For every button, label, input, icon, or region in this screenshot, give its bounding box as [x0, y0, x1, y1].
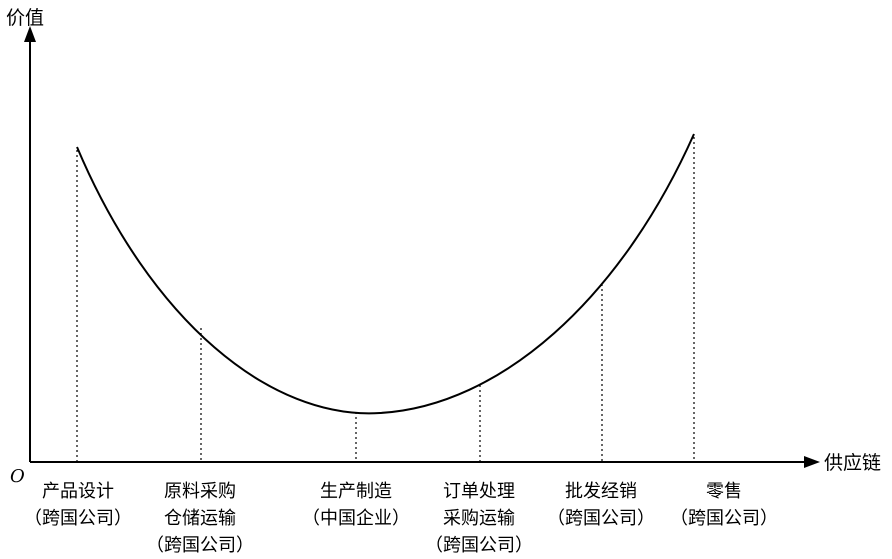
- stage-4-line-2: 采购运输: [443, 508, 515, 529]
- y-axis-arrow: [24, 26, 36, 42]
- stage-2-line-1: 原料采购: [164, 481, 236, 502]
- x-axis-arrow: [804, 456, 820, 468]
- stage-1-line-2: （跨国公司）: [24, 508, 132, 529]
- stage-3-line-1: 生产制造: [320, 481, 392, 502]
- stage-5-line-2: （跨国公司）: [547, 508, 655, 529]
- drop-lines: [76, 137, 695, 461]
- stage-1-line-1: 产品设计: [42, 481, 114, 502]
- stage-4-line-1: 订单处理: [443, 481, 515, 502]
- stage-5-line-1: 批发经销: [565, 481, 637, 502]
- smile-curve: [76, 133, 695, 415]
- x-axis-label: 供应链: [824, 452, 881, 474]
- stage-2-line-3: （跨国公司）: [146, 535, 254, 556]
- stage-6-line-2: （跨国公司）: [670, 508, 778, 529]
- origin-label: O: [10, 466, 25, 487]
- stage-4-line-3: （跨国公司）: [425, 535, 533, 556]
- stage-2-line-2: 仓储运输: [164, 508, 236, 529]
- stage-3-line-2: （中国企业）: [302, 508, 410, 529]
- stage-labels: 产品设计 （跨国公司） 原料采购 仓储运输 （跨国公司） 生产制造 （中国企业）…: [24, 481, 778, 556]
- stage-6-line-1: 零售: [706, 481, 742, 502]
- y-axis-label: 价值: [6, 7, 44, 29]
